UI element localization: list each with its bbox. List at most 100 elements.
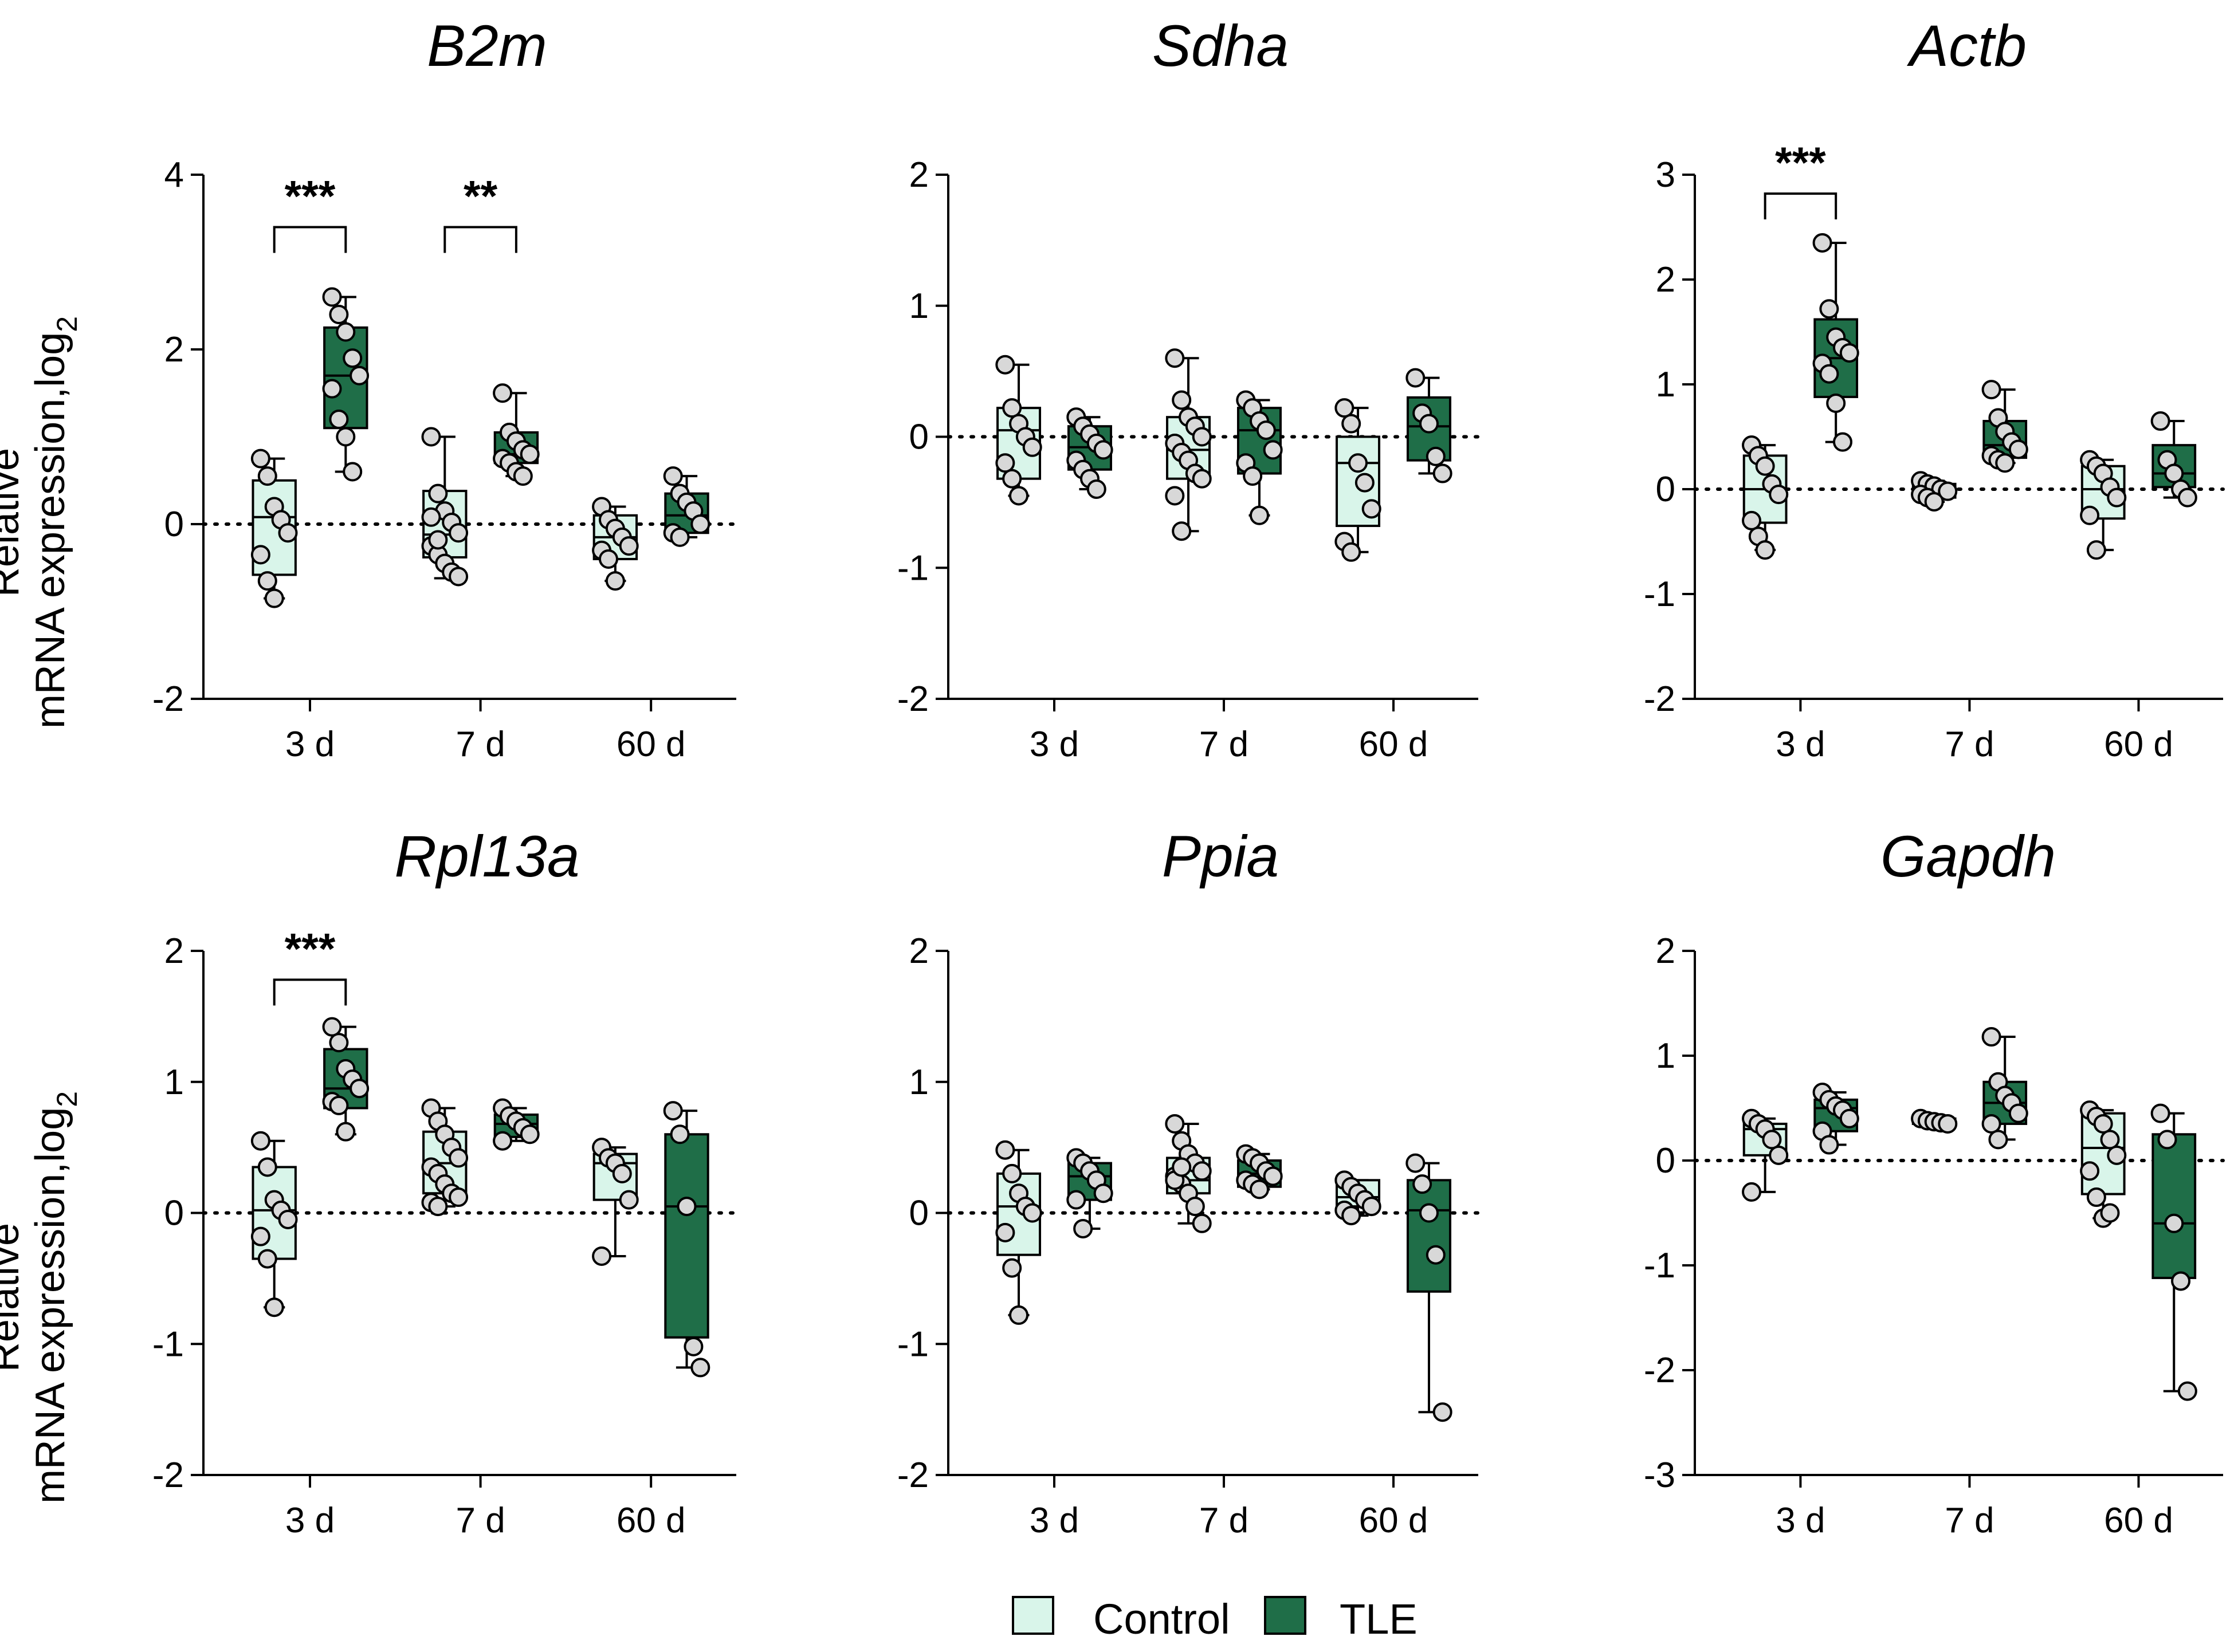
data-point [1755,456,1775,476]
data-point [449,1187,469,1207]
box-control-7d [421,1098,469,1217]
data-point [1334,398,1354,418]
data-point [2164,463,2184,483]
x-tick-label: 60 d [1359,725,1428,764]
y-tick-label: -1 [1644,575,1675,614]
data-point [336,322,356,342]
data-point [670,527,690,547]
data-point [1769,485,1789,505]
bracket-line [273,226,347,253]
y-tick-label: -1 [152,1324,184,1364]
data-point [2157,1130,2177,1150]
chart-title: Sdha [1152,13,1289,78]
data-point [1066,1190,1086,1210]
x-tick-label: 7 d [1199,725,1248,764]
data-point [1348,453,1368,473]
data-point [1192,469,1212,489]
data-point [350,365,370,386]
data-point [1419,1203,1439,1223]
data-point [1165,348,1185,368]
data-point [1426,446,1446,466]
data-point [592,1246,612,1266]
data-point [520,1124,540,1144]
data-point [1981,380,2001,400]
data-point [1426,1245,1446,1265]
x-tick-label: 60 d [617,1501,686,1540]
box-control-3d [995,1140,1042,1325]
data-point [1009,1305,1029,1325]
y-tick-label: 2 [909,931,929,971]
y-tick-label: 0 [909,1194,929,1233]
x-tick-label: 7 d [1199,1501,1248,1540]
box-control-3d [1742,1108,1789,1202]
data-point [1002,469,1022,489]
data-point [449,567,469,587]
data-point [1839,343,1859,363]
data-point [1192,427,1212,447]
data-point [278,523,298,543]
x-tick-label: 7 d [1945,725,1994,764]
data-point [1093,440,1113,460]
y-tick-label: 2 [1656,260,1675,300]
data-point [264,1297,284,1317]
data-point [329,305,349,324]
y-tick-label: 4 [164,155,184,195]
data-point [2100,1203,2120,1223]
y-tick-label: -1 [897,548,929,588]
box-iqr [1406,1179,1451,1293]
y-tick-label: 0 [909,418,929,457]
legend: Control TLE [1012,1595,1418,1643]
data-point [1819,299,1839,319]
box-tle-60d [1405,1153,1452,1422]
chart-title: Actb [1906,13,2027,78]
data-point [1172,521,1192,541]
chart-panel-rpl13a: Rpl13a -2 -1 0 1 2 3 d 7 d 60 d *** [152,824,738,1540]
x-tick-label: 7 d [456,725,505,764]
legend-label-control: Control [1093,1595,1230,1643]
data-point [663,466,683,486]
box-control-7d [1911,1108,1958,1134]
significance-bracket: *** [1764,139,1837,219]
data-point [329,410,349,429]
box-tle-7d [1236,390,1283,525]
box-iqr [664,1133,709,1339]
data-point [513,466,533,486]
y-tick-label: 1 [1656,1036,1675,1076]
x-tick-label: 7 d [1945,1501,1994,1540]
data-point [2008,439,2028,459]
data-point [322,1017,342,1037]
data-point [336,427,356,447]
data-point [1405,368,1426,388]
data-point [1819,364,1839,384]
box-tle-7d [493,383,540,486]
y-label-line2: mRNA expression,log2 [28,1091,83,1504]
data-point [2080,1161,2100,1181]
chart-panel-gapdh: Gapdh -3 -2 -1 0 1 2 3 d 7 d 60 d [1644,824,2225,1540]
y-tick-label: 2 [909,155,929,195]
data-point [690,514,710,534]
data-point [1924,491,1944,512]
data-point [2177,1381,2197,1401]
box-tle-60d [1405,368,1452,483]
data-point [1002,1258,1022,1278]
chart-panel-sdha: Sdha -2 -1 0 1 2 3 d 7 d 60 d [897,13,1480,764]
data-point [329,1095,349,1115]
data-point [278,1209,298,1229]
box-control-60d [1334,1170,1381,1226]
data-point [1172,390,1192,410]
data-point [428,1197,448,1217]
data-point [1009,486,1029,506]
data-point [1263,1166,1283,1186]
y-tick-label: 2 [1656,931,1675,971]
data-point [2093,1114,2113,1134]
y-tick-label: -2 [152,679,184,719]
x-tick-label: 3 d [285,1501,335,1540]
y-tick-label: -2 [1644,679,1675,719]
data-point [2008,1103,2028,1123]
data-point [1165,486,1185,506]
chart-title: Gapdh [1880,824,2056,889]
y-tick-label: 2 [164,330,184,369]
data-point [428,530,448,550]
y-label-line2: mRNA expression,log2 [28,316,83,729]
